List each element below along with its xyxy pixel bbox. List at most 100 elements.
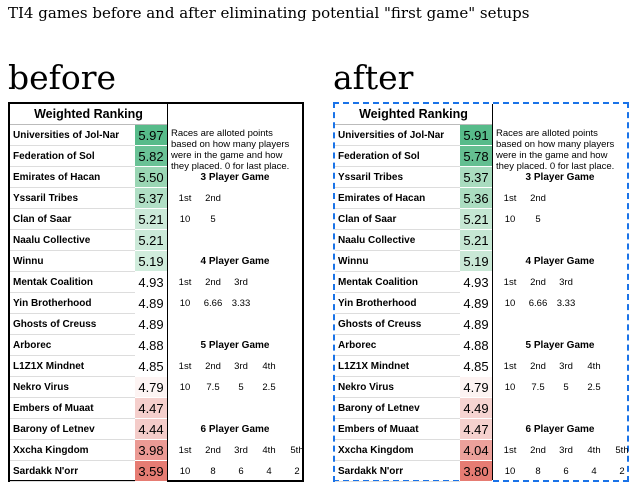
race-score: 4.88 [460, 335, 492, 356]
race-score: 4.47 [460, 419, 492, 440]
race-name: Naalu Collective [335, 230, 460, 251]
race-score: 4.47 [135, 398, 167, 419]
race-name: Sardakk N'orr [335, 461, 460, 482]
race-score: 5.50 [135, 167, 167, 188]
race-name: Yin Brotherhood [10, 293, 135, 314]
place-points: 5 [210, 214, 216, 225]
place-points: 4 [591, 466, 597, 477]
race-name: L1Z1X Mindnet [335, 356, 460, 377]
race-name: Embers of Muaat [335, 419, 460, 440]
race-name: Winnu [10, 251, 135, 272]
game-title: 4 Player Game [200, 256, 270, 267]
race-name: Emirates of Hacan [335, 188, 460, 209]
race-score: 5.21 [460, 209, 492, 230]
points-description: Races are alloted points based on how ma… [171, 128, 290, 172]
race-name: Ghosts of Creuss [335, 314, 460, 335]
game-title: 5 Player Game [200, 340, 270, 351]
place-points: 10 [179, 214, 191, 225]
place-label: 3rd [234, 361, 248, 372]
race-name: Clan of Saar [335, 209, 460, 230]
ranking-header: Weighted Ranking [335, 104, 492, 125]
race-name: Clan of Saar [10, 209, 135, 230]
race-name: Mentak Coalition [335, 272, 460, 293]
race-name: Yin Brotherhood [335, 293, 460, 314]
race-name: L1Z1X Mindnet [10, 356, 135, 377]
place-label: 2nd [530, 445, 546, 456]
points-description: Races are alloted points based on how ma… [496, 128, 615, 172]
race-score: 4.85 [135, 356, 167, 377]
page-caption: TI4 games before and after eliminating p… [8, 4, 530, 22]
place-label: 2nd [530, 361, 546, 372]
game-title: 3 Player Game [525, 172, 595, 183]
place-points: 6 [238, 466, 244, 477]
race-score: 4.85 [460, 356, 492, 377]
race-name: Nekro Virus [335, 377, 460, 398]
place-points: 5 [238, 382, 244, 393]
race-name: Barony of Letnev [10, 419, 135, 440]
race-name: Xxcha Kingdom [10, 440, 135, 461]
race-name: Naalu Collective [10, 230, 135, 251]
game-title: 4 Player Game [525, 256, 595, 267]
race-name: Barony of Letnev [335, 398, 460, 419]
place-points: 10 [504, 298, 516, 309]
race-score: 5.37 [460, 167, 492, 188]
place-points: 2.5 [262, 382, 276, 393]
race-score: 3.80 [460, 461, 492, 482]
place-points: 8 [210, 466, 216, 477]
place-points: 10 [504, 382, 516, 393]
place-label: 1st [178, 445, 192, 456]
race-name: Xxcha Kingdom [335, 440, 460, 461]
place-points: 10 [504, 466, 516, 477]
place-points: 10 [179, 466, 191, 477]
place-points: 3.33 [556, 298, 576, 309]
place-label: 1st [503, 193, 517, 204]
place-label: 1st [178, 193, 192, 204]
place-label: 3rd [559, 361, 573, 372]
race-name: Arborec [10, 335, 135, 356]
race-score: 4.89 [460, 293, 492, 314]
place-points: 2 [619, 466, 625, 477]
race-score: 4.93 [460, 272, 492, 293]
race-score: 5.36 [460, 188, 492, 209]
race-name: Ghosts of Creuss [10, 314, 135, 335]
race-score: 4.88 [135, 335, 167, 356]
race-score: 4.04 [460, 440, 492, 461]
race-score: 5.21 [135, 230, 167, 251]
place-label: 2nd [205, 361, 221, 372]
race-score: 4.49 [460, 398, 492, 419]
place-label: 2nd [530, 277, 546, 288]
race-score: 4.89 [460, 314, 492, 335]
place-points: 2 [294, 466, 300, 477]
place-label: 5th [615, 445, 629, 456]
place-points: 6 [563, 466, 569, 477]
race-score: 4.79 [135, 377, 167, 398]
race-score: 5.21 [135, 209, 167, 230]
race-name: Yssaril Tribes [10, 188, 135, 209]
race-name: Federation of Sol [335, 146, 460, 167]
race-name: Federation of Sol [10, 146, 135, 167]
place-label: 5th [290, 445, 304, 456]
ranking-header: Weighted Ranking [10, 104, 167, 125]
place-points: 10 [179, 382, 191, 393]
before-label: before [8, 58, 117, 97]
after-ranking-table: Weighted Ranking Universities of Jol-Nar 5… [333, 102, 629, 482]
race-score: 4.93 [135, 272, 167, 293]
place-label: 1st [503, 361, 517, 372]
race-name: Nekro Virus [10, 377, 135, 398]
race-score: 5.82 [135, 146, 167, 167]
place-label: 2nd [205, 277, 221, 288]
race-score: 4.89 [135, 293, 167, 314]
place-label: 3rd [559, 277, 573, 288]
before-ranking-table: Weighted Ranking Universities of Jol-Nar 5… [8, 102, 304, 482]
race-name: Yssaril Tribes [335, 167, 460, 188]
place-points: 5 [535, 214, 541, 225]
game-title: 5 Player Game [525, 340, 595, 351]
race-score: 4.44 [135, 419, 167, 440]
place-label: 1st [178, 361, 192, 372]
place-points: 6.66 [203, 298, 223, 309]
place-points: 2.5 [587, 382, 601, 393]
place-label: 4th [262, 361, 276, 372]
place-points: 7.5 [531, 382, 545, 393]
place-label: 2nd [530, 193, 546, 204]
race-score: 5.19 [135, 251, 167, 272]
